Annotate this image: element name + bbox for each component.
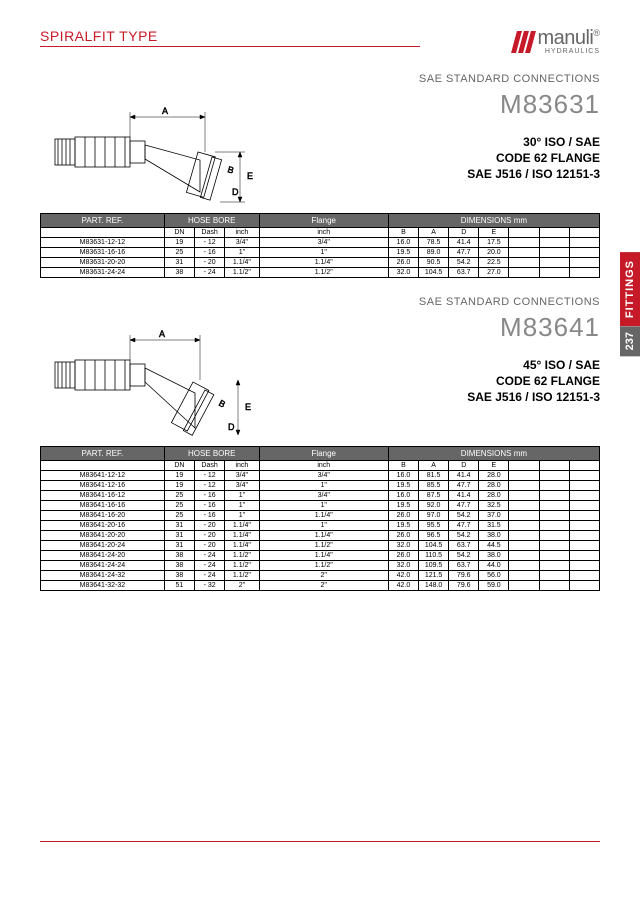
th-partref: PART. REF. (41, 214, 165, 228)
table-row: M83631-12-1219- 123/4"3/4"16.078.541.417… (41, 238, 600, 248)
table-row: M83641-24-2438- 241.1/2"1.1/2"32.0109.56… (41, 561, 600, 571)
sub-dash: Dash (195, 228, 225, 238)
product-diagram-1: A E B D (40, 89, 270, 207)
sub-b: B (388, 228, 418, 238)
sub-inch2: inch (259, 228, 388, 238)
table-row: M83641-12-1619- 123/4"1"19.585.547.728.0 (41, 481, 600, 491)
svg-text:D: D (228, 422, 235, 432)
brand-logo: manuli® HYDRAULICS (514, 28, 600, 55)
desc2-line3: SAE J516 / ISO 12151-3 (270, 389, 600, 405)
desc1-line3: SAE J516 / ISO 12151-3 (270, 166, 600, 182)
logo-sub-text: HYDRAULICS (537, 48, 600, 55)
sub2-dash: Dash (195, 461, 225, 471)
sub2-e: E (479, 461, 509, 471)
desc1-line2: CODE 62 FLANGE (270, 150, 600, 166)
sub2-a: A (419, 461, 449, 471)
sub-a: A (419, 228, 449, 238)
table-row: M83641-20-2031- 201.1/4"1.1/4"26.096.554… (41, 531, 600, 541)
sidebar-fittings: FITTINGS (620, 252, 640, 326)
table-row: M83631-20-2031- 201.1/4"1.1/4"26.090.554… (41, 258, 600, 268)
product-code-1: M83631 (270, 89, 600, 120)
table-row: M83641-16-1625- 161"1"19.592.047.732.5 (41, 501, 600, 511)
th2-hosebore: HOSE BORE (164, 447, 259, 461)
table-row: M83641-16-1225- 161"3/4"16.087.541.428.0 (41, 491, 600, 501)
sub2-inch1: inch (225, 461, 259, 471)
table-row: M83631-24-2438- 241.1/2"1.1/2"32.0104.56… (41, 268, 600, 278)
svg-text:D: D (232, 187, 239, 197)
svg-text:E: E (245, 402, 251, 412)
table-row: M83641-24-2038- 241.1/2"1.1/4"26.0110.55… (41, 551, 600, 561)
page-title: SPIRALFIT TYPE (40, 28, 420, 47)
svg-text:B: B (217, 398, 227, 410)
product-code-2: M83641 (270, 312, 600, 343)
logo-main-text: manuli (537, 27, 593, 49)
sub-inch1: inch (225, 228, 259, 238)
product-section-2: SAE STANDARD CONNECTIONS (40, 296, 600, 591)
sub2-dn: DN (164, 461, 194, 471)
th-hosebore: HOSE BORE (164, 214, 259, 228)
sub2-d: D (449, 461, 479, 471)
desc2-line1: 45° ISO / SAE (270, 357, 600, 373)
table-row: M83641-20-1631- 201.1/4"1"19.595.547.731… (41, 521, 600, 531)
table-row: M83641-32-3251- 322"2"42.0148.079.659.0 (41, 581, 600, 591)
sub-e: E (479, 228, 509, 238)
svg-text:B: B (226, 164, 235, 175)
sub-d: D (449, 228, 479, 238)
table-row: M83631-16-1625- 161"1"19.589.047.720.0 (41, 248, 600, 258)
th2-partref: PART. REF. (41, 447, 165, 461)
table-row: M83641-24-3238- 241.1/2"2"42.0121.579.65… (41, 571, 600, 581)
sub2-b: B (388, 461, 418, 471)
logo-bars-icon (511, 31, 536, 53)
table-row: M83641-12-1219- 123/4"3/4"16.081.541.428… (41, 471, 600, 481)
product-diagram-2: A E B D (40, 312, 270, 440)
th-dim: DIMENSIONS mm (388, 214, 599, 228)
spec-table-2: PART. REF. HOSE BORE Flange DIMENSIONS m… (40, 446, 600, 591)
th-flange: Flange (259, 214, 388, 228)
svg-text:A: A (162, 106, 168, 116)
sub-dn: DN (164, 228, 194, 238)
table-row: M83641-16-2025- 161"1.1/4"26.097.054.237… (41, 511, 600, 521)
th2-flange: Flange (259, 447, 388, 461)
spec-table-1: PART. REF. HOSE BORE Flange DIMENSIONS m… (40, 213, 600, 278)
desc1-line1: 30° ISO / SAE (270, 134, 600, 150)
sidebar-page-num: 237 (620, 326, 640, 356)
footer-rule (40, 841, 600, 842)
sae-conn-label-2: SAE STANDARD CONNECTIONS (40, 296, 600, 308)
product-section-1: SAE STANDARD CONNECTIONS (40, 73, 600, 278)
sae-conn-label-1: SAE STANDARD CONNECTIONS (40, 73, 600, 85)
svg-text:A: A (159, 329, 165, 339)
svg-text:E: E (247, 171, 253, 181)
sub2-inch2: inch (259, 461, 388, 471)
table-row: M83641-20-2431- 201.1/4"1.1/2"32.0104.56… (41, 541, 600, 551)
desc2-line2: CODE 62 FLANGE (270, 373, 600, 389)
th2-dim: DIMENSIONS mm (388, 447, 599, 461)
